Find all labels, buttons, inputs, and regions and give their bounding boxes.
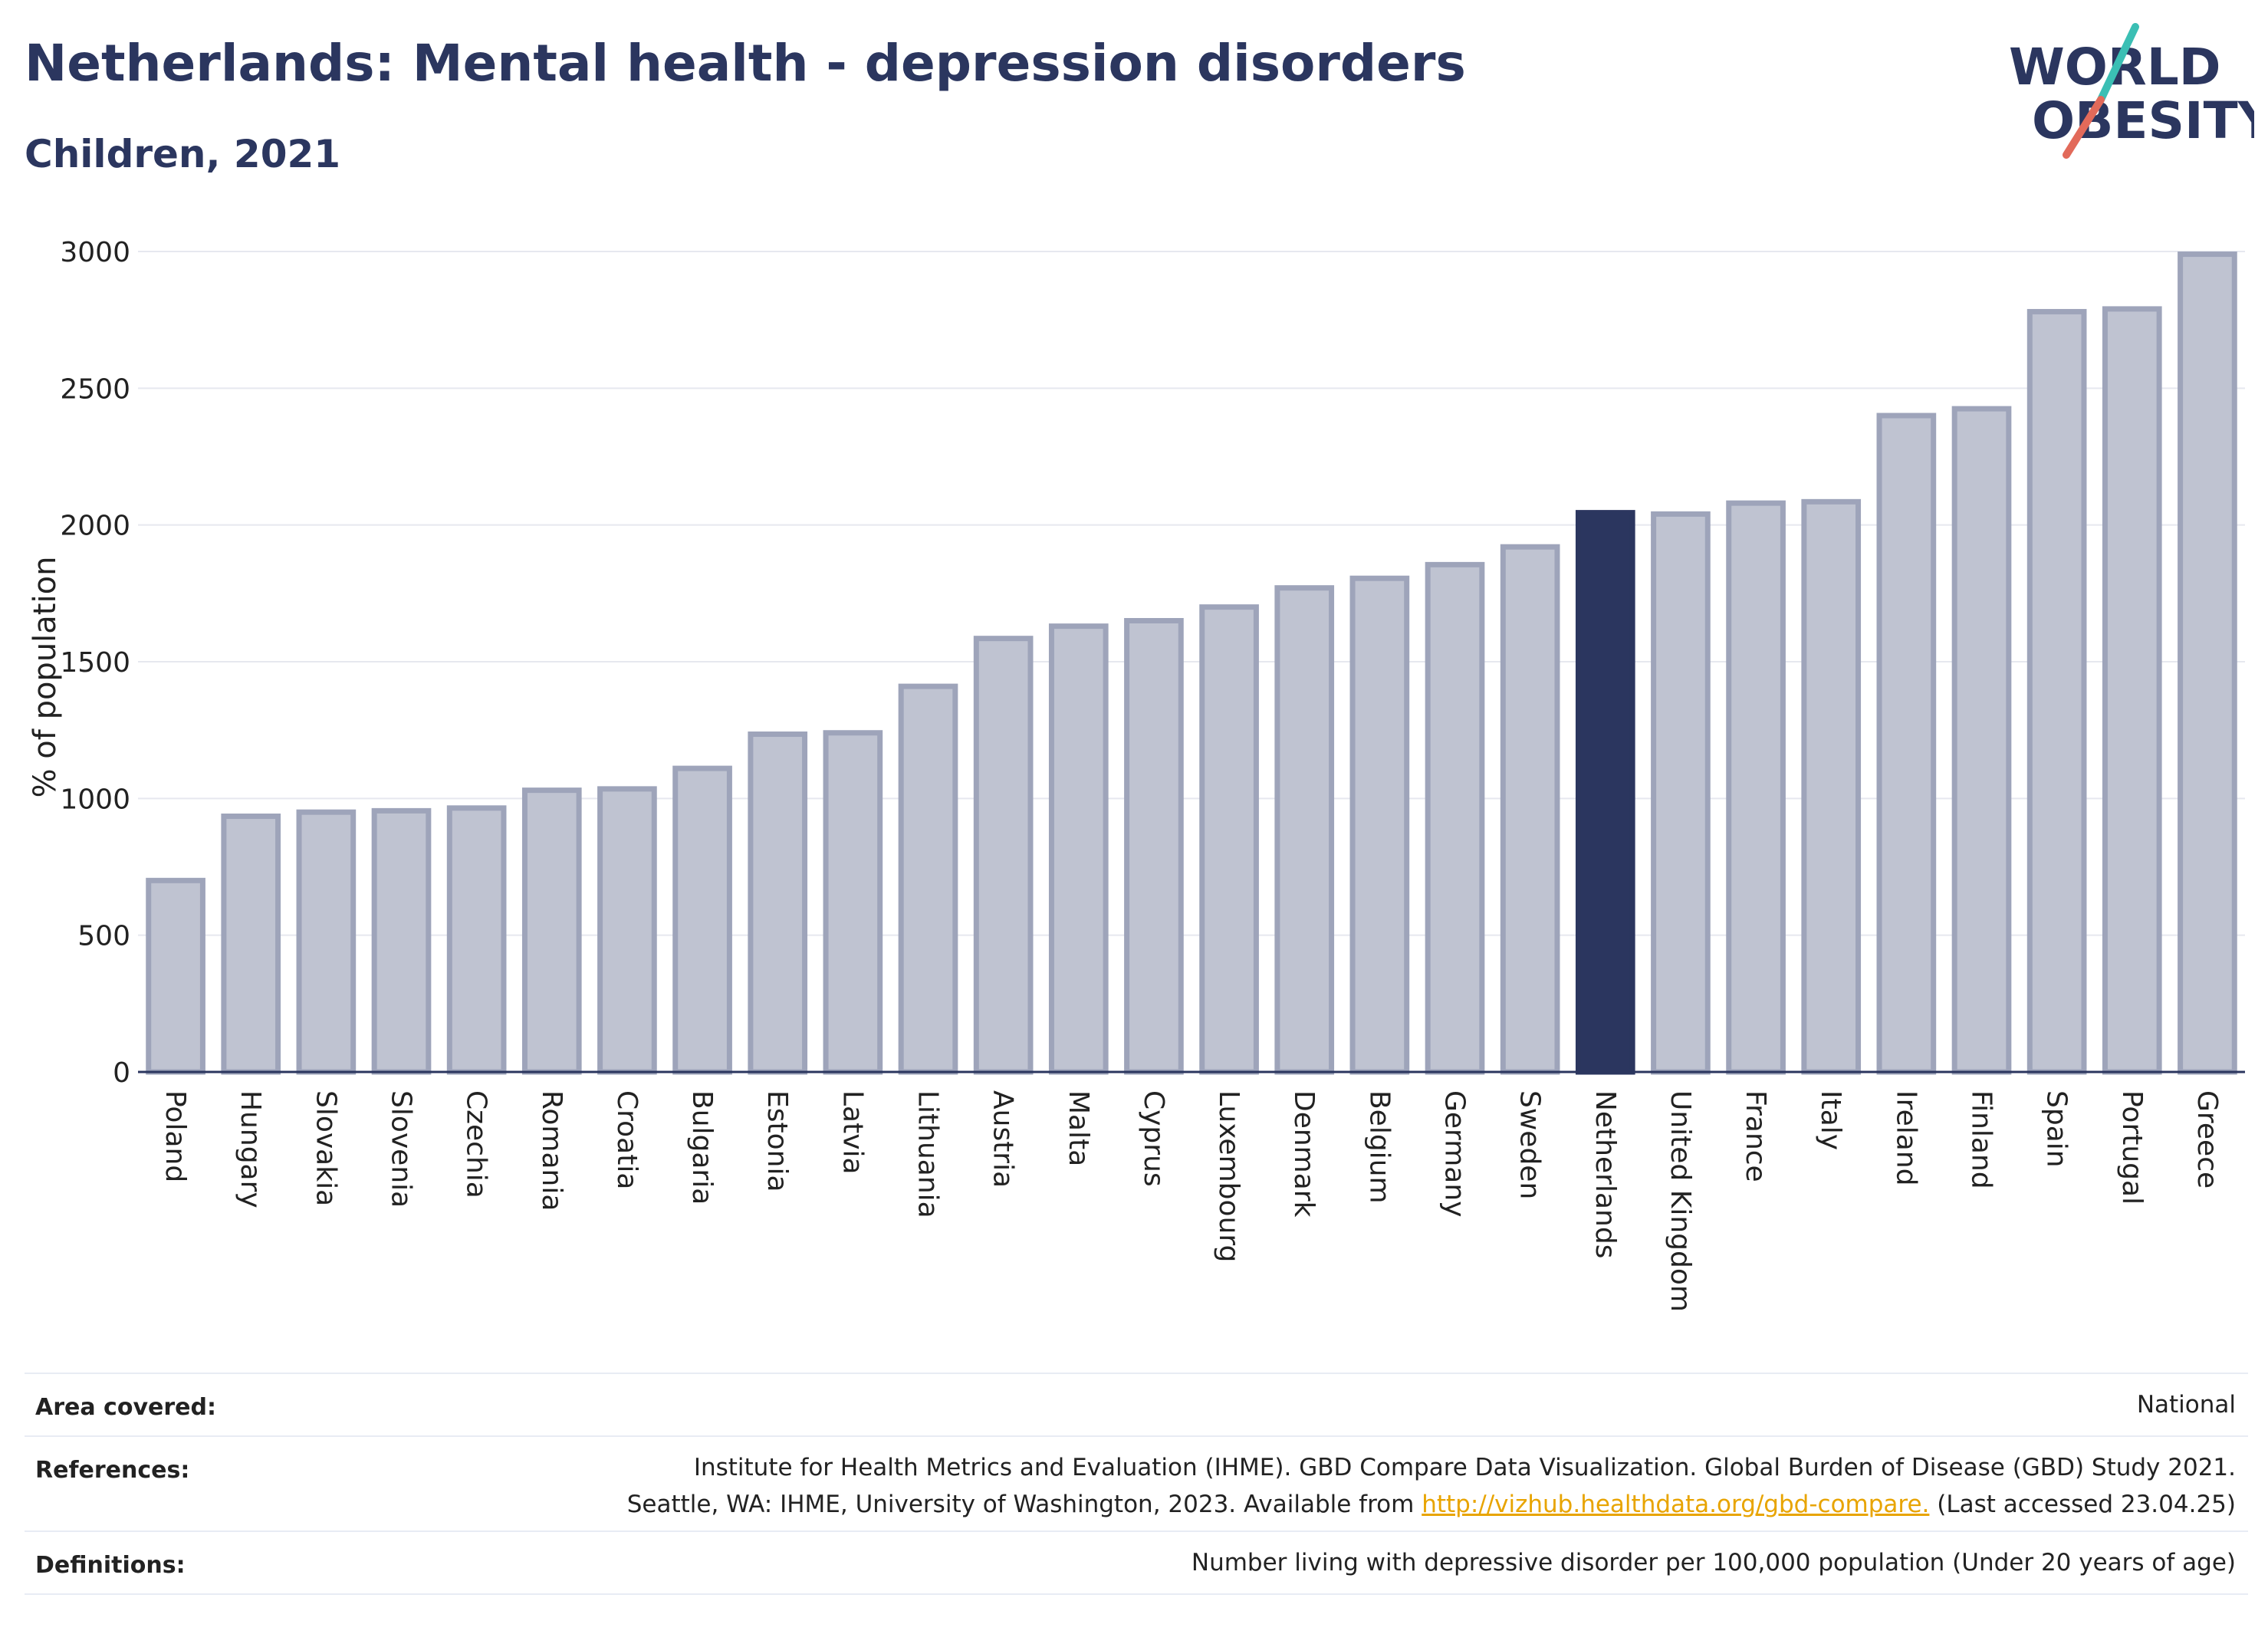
bar-hungary: [221, 814, 281, 1075]
area-covered-label: Area covered:: [35, 1394, 216, 1421]
y-tick-label: 2500: [60, 373, 130, 405]
bar-estonia: [748, 732, 808, 1075]
x-tick-label: Poland: [159, 1090, 191, 1182]
x-tick-label: Malta: [1063, 1090, 1094, 1166]
y-tick-label: 1500: [60, 647, 130, 679]
meta-divider: [25, 1593, 2248, 1595]
definitions-label: Definitions:: [35, 1552, 186, 1579]
bar-bulgaria: [672, 765, 732, 1075]
y-tick-label: 500: [77, 921, 130, 952]
meta-divider: [25, 1530, 2248, 1532]
bar-romania: [521, 787, 582, 1075]
meta-divider: [25, 1435, 2248, 1437]
x-tick-label: Germany: [1439, 1090, 1471, 1217]
bar-spain: [2026, 308, 2087, 1075]
x-tick-label: Slovenia: [386, 1090, 417, 1208]
references-line2-pre: Seattle, WA: IHME, University of Washing…: [626, 1491, 1422, 1518]
bar-lithuania: [898, 683, 958, 1075]
x-tick-label: Spain: [2041, 1090, 2072, 1168]
x-tick-label: Finland: [1966, 1090, 1997, 1189]
y-axis-label: % of population: [28, 557, 63, 798]
bar-cyprus: [1124, 618, 1184, 1075]
bars: [146, 252, 2237, 1075]
x-tick-label: Cyprus: [1138, 1090, 1169, 1187]
bar-united-kingdom: [1651, 511, 1711, 1075]
bar-ireland: [1876, 413, 1937, 1075]
x-tick-label: Lithuania: [912, 1090, 944, 1218]
x-tick-label: Greece: [2191, 1090, 2223, 1189]
x-tick-label: Bulgaria: [686, 1090, 718, 1205]
bar-portugal: [2102, 306, 2162, 1075]
chart-title: Netherlands: Mental health - depression …: [25, 34, 1466, 93]
references-line2-post: (Last accessed 23.04.25): [1929, 1491, 2236, 1518]
y-tick-label: 1000: [60, 784, 130, 815]
logo-slash-red: [2063, 96, 2105, 159]
chart-subtitle: Children, 2021: [25, 132, 341, 176]
x-tick-label: France: [1740, 1090, 1771, 1182]
y-tick-label: 2000: [60, 511, 130, 542]
bar-luxembourg: [1199, 604, 1259, 1075]
bar-denmark: [1274, 585, 1335, 1075]
bar-poland: [146, 877, 205, 1075]
x-tick-label: Croatia: [611, 1090, 643, 1189]
y-tick-label: 3000: [60, 237, 130, 268]
bar-czechia: [446, 805, 507, 1075]
bar-austria: [973, 636, 1034, 1075]
bar-belgium: [1349, 575, 1410, 1075]
bar-greece: [2178, 252, 2237, 1075]
bar-france: [1726, 500, 1786, 1075]
bar-latvia: [823, 730, 883, 1075]
x-tick-label: Latvia: [837, 1090, 868, 1175]
bar-malta: [1048, 623, 1109, 1075]
bar-netherlands: [1575, 510, 1635, 1075]
x-tick-label: Ireland: [1890, 1090, 1921, 1186]
x-tick-label: Netherlands: [1589, 1090, 1621, 1258]
meta-divider: [25, 1373, 2248, 1374]
y-tick-label: 0: [113, 1057, 130, 1089]
x-tick-label: Italy: [1815, 1090, 1846, 1150]
bar-italy: [1801, 498, 1862, 1075]
bar-finland: [1951, 406, 2012, 1075]
y-tick-labels: 0 500 1000 1500 2000 2500 3000: [60, 237, 130, 1089]
bar-slovenia: [371, 807, 432, 1075]
x-tick-label: Austria: [988, 1090, 1019, 1188]
x-tick-label: Luxembourg: [1213, 1090, 1244, 1262]
bar-slovakia: [296, 809, 357, 1075]
x-tick-label: United Kingdom: [1665, 1090, 1696, 1312]
references-link[interactable]: http://vizhub.healthdata.org/gbd-compare…: [1422, 1491, 1930, 1518]
bar-croatia: [597, 786, 657, 1075]
references-line2: Seattle, WA: IHME, University of Washing…: [627, 1486, 2236, 1523]
logo-line2: OBESITY: [2032, 91, 2254, 150]
x-tick-labels: Poland Hungary Slovakia Slovenia Czechia Roma…: [159, 1090, 2223, 1312]
x-tick-label: Romania: [536, 1090, 567, 1211]
x-tick-label: Estonia: [761, 1090, 793, 1192]
bar-chart: 0 500 1000 1500 2000 2500 3000 Poland Hungary Sl…: [28, 237, 2245, 1312]
area-covered-value: National: [2136, 1391, 2236, 1419]
bar-germany: [1425, 561, 1485, 1075]
x-tick-label: Slovakia: [310, 1090, 341, 1206]
x-tick-label: Hungary: [235, 1090, 266, 1208]
references-label: References:: [35, 1457, 190, 1484]
references-value: Institute for Health Metrics and Evaluat…: [627, 1449, 2236, 1523]
x-tick-label: Czechia: [461, 1090, 492, 1198]
x-tick-label: Denmark: [1288, 1090, 1320, 1218]
world-obesity-logo: WORLD OBESITY: [2009, 23, 2254, 159]
bar-sweden: [1500, 544, 1560, 1075]
x-tick-label: Portugal: [2116, 1090, 2148, 1205]
x-tick-label: Belgium: [1363, 1090, 1395, 1204]
definitions-value: Number living with depressive disorder p…: [1191, 1549, 2236, 1576]
references-line1: Institute for Health Metrics and Evaluat…: [693, 1454, 2236, 1481]
x-tick-label: Sweden: [1514, 1090, 1546, 1199]
logo-slash-teal: [2097, 23, 2139, 104]
